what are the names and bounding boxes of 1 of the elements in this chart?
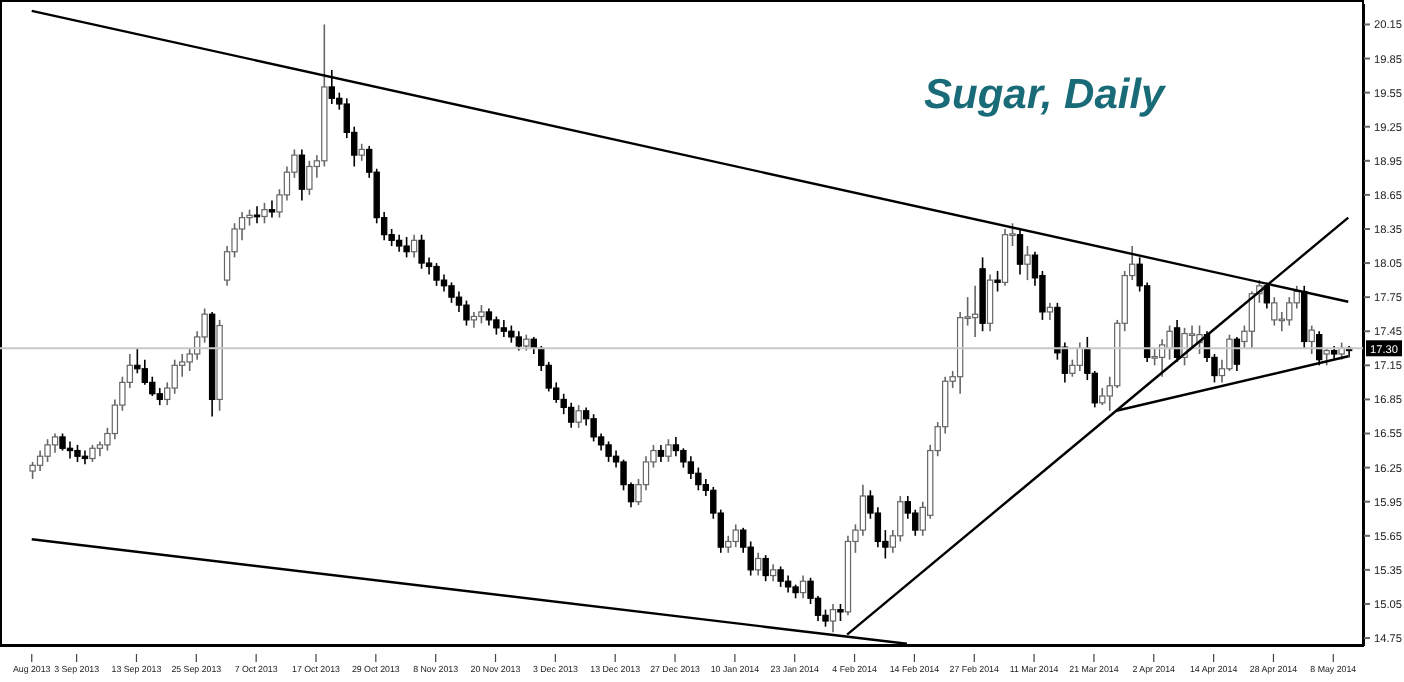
text: Sugar, Daily: [924, 72, 1165, 120]
